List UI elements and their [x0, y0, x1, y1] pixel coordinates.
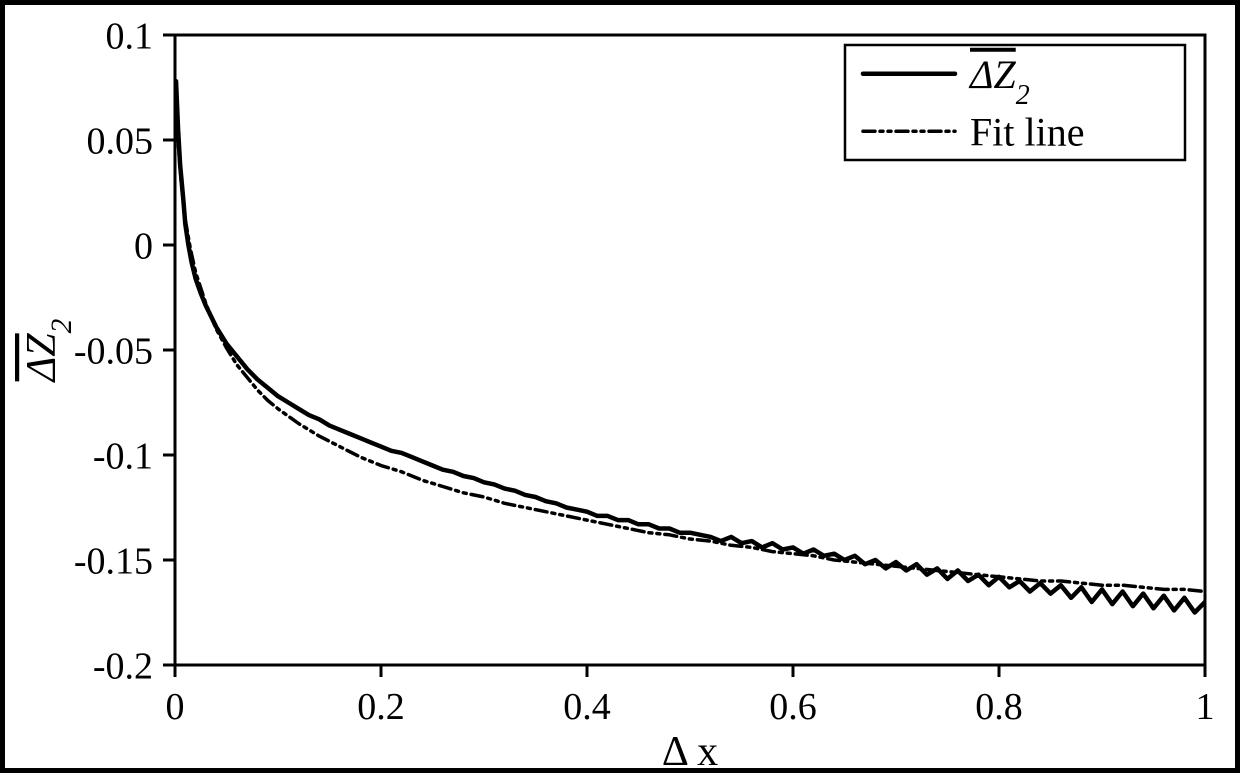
legend-label: ΔZ2 — [968, 52, 1030, 111]
y-tick-label: -0.05 — [74, 330, 153, 372]
y-tick-label: 0.05 — [87, 120, 154, 162]
y-axis-label: ΔZ2 — [19, 318, 78, 383]
x-tick-label: 1 — [1196, 686, 1215, 728]
y-tick-label: -0.15 — [74, 540, 153, 582]
svg-text:ΔZ2: ΔZ2 — [19, 318, 78, 383]
x-tick-label: 0.2 — [357, 686, 405, 728]
chart-container: 0 0.2 0.4 0.6 0.8 1 -0.2 -0.15 -0.1 -0.05 0 0.05 0.1… — [0, 0, 1240, 773]
x-tick-label: 0.8 — [975, 686, 1023, 728]
legend-label: Fit line — [970, 109, 1084, 154]
x-axis-label: Δ x — [662, 729, 718, 768]
y-tick-label: 0 — [134, 225, 153, 267]
y-tick-label: 0.1 — [106, 15, 154, 57]
x-tick-label: 0.6 — [769, 686, 817, 728]
y-tick-label: -0.1 — [93, 435, 153, 477]
y-tick-label: -0.2 — [93, 645, 153, 687]
line-chart: 0 0.2 0.4 0.6 0.8 1 -0.2 -0.15 -0.1 -0.05 0 0.05 0.1… — [5, 5, 1235, 768]
fit-line-series — [176, 88, 1205, 592]
x-tick-label: 0 — [166, 686, 185, 728]
x-tick-label: 0.4 — [563, 686, 611, 728]
